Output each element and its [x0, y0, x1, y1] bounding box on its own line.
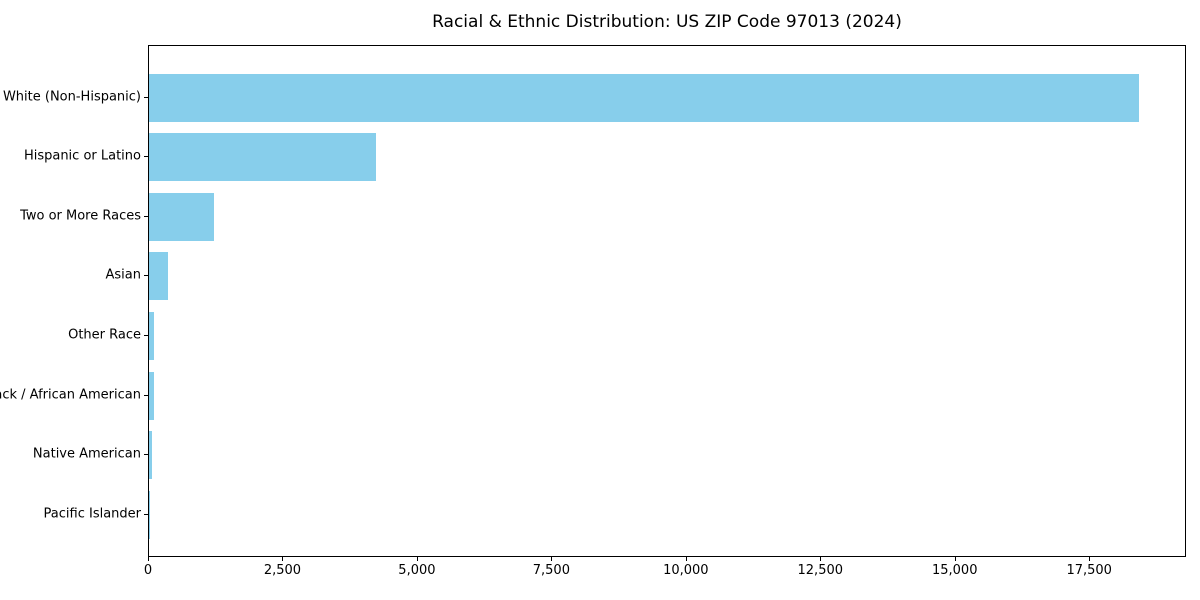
- chart-title: Racial & Ethnic Distribution: US ZIP Cod…: [432, 12, 902, 32]
- x-tick-label: 15,000: [931, 563, 978, 578]
- bar: [149, 73, 1139, 122]
- x-tick-mark: [820, 557, 822, 561]
- bar: [149, 431, 153, 480]
- x-tick-mark: [551, 557, 553, 561]
- category-label: Pacific Islander: [43, 506, 141, 522]
- x-tick-mark: [685, 557, 687, 561]
- category-label: Asian: [105, 267, 141, 283]
- bar: [149, 312, 154, 361]
- x-tick-mark: [954, 557, 956, 561]
- bar: [149, 371, 155, 420]
- category-label: Black / African American: [0, 387, 141, 403]
- x-tick-label: 17,500: [1066, 563, 1112, 578]
- x-tick-label: 7,500: [532, 563, 570, 578]
- x-tick-mark: [416, 557, 418, 561]
- y-tick-mark: [144, 96, 148, 98]
- x-tick-label: 10,000: [663, 563, 709, 578]
- x-tick-label: 0: [143, 563, 153, 578]
- plot-area: [148, 45, 1186, 557]
- x-tick-mark: [282, 557, 284, 561]
- x-tick-mark: [148, 557, 149, 561]
- y-tick-mark: [144, 454, 148, 456]
- y-tick-mark: [144, 394, 148, 396]
- category-label: Other Race: [68, 327, 141, 343]
- category-label: Two or More Races: [20, 208, 141, 224]
- x-tick-mark: [1089, 557, 1091, 561]
- x-tick-label: 5,000: [398, 563, 436, 578]
- y-tick-mark: [144, 215, 148, 217]
- y-tick-mark: [144, 513, 148, 515]
- bar: [149, 490, 150, 539]
- y-tick-mark: [144, 275, 148, 277]
- y-tick-mark: [144, 156, 148, 158]
- category-label: White (Non-Hispanic): [2, 89, 141, 104]
- bar: [149, 133, 377, 182]
- category-label: Native American: [32, 446, 141, 462]
- bar: [149, 192, 214, 241]
- x-tick-label: 12,500: [797, 563, 844, 578]
- bar: [149, 252, 169, 301]
- category-label: Hispanic or Latino: [23, 148, 141, 164]
- y-tick-mark: [144, 335, 148, 337]
- x-tick-label: 2,500: [263, 563, 302, 578]
